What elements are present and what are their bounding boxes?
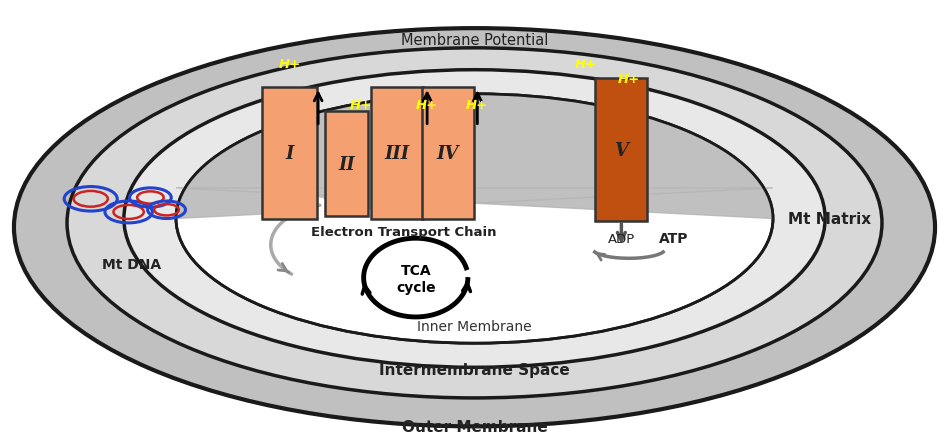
Text: Membrane Potential: Membrane Potential (400, 32, 549, 47)
Text: IV: IV (437, 145, 459, 162)
Text: III: III (384, 145, 409, 162)
Text: H+: H+ (618, 73, 640, 86)
FancyBboxPatch shape (422, 88, 474, 219)
Text: H+: H+ (349, 99, 372, 112)
Text: H+: H+ (575, 57, 598, 71)
Text: I: I (286, 145, 294, 162)
Text: H+: H+ (279, 57, 301, 71)
Text: Inner Membrane: Inner Membrane (418, 319, 531, 333)
FancyBboxPatch shape (595, 79, 647, 221)
Polygon shape (176, 95, 773, 219)
Ellipse shape (67, 49, 882, 398)
FancyBboxPatch shape (325, 112, 368, 217)
Text: Mt Matrix: Mt Matrix (789, 212, 871, 226)
Text: TCA: TCA (400, 263, 431, 277)
Ellipse shape (14, 29, 935, 426)
Text: V: V (614, 141, 628, 159)
Text: ADP: ADP (607, 232, 635, 245)
Text: H+: H+ (466, 99, 489, 112)
Text: Intermembrane Space: Intermembrane Space (379, 362, 570, 377)
FancyBboxPatch shape (371, 88, 423, 219)
Ellipse shape (176, 95, 773, 343)
Text: Outer Membrane: Outer Membrane (401, 419, 548, 434)
Text: H+: H+ (416, 99, 438, 112)
Text: Electron Transport Chain: Electron Transport Chain (310, 226, 496, 239)
Text: II: II (338, 155, 355, 173)
FancyBboxPatch shape (262, 88, 317, 219)
Text: ATP: ATP (659, 232, 688, 246)
Text: Mt DNA: Mt DNA (102, 258, 161, 272)
Text: cycle: cycle (396, 281, 436, 294)
Ellipse shape (124, 71, 825, 367)
